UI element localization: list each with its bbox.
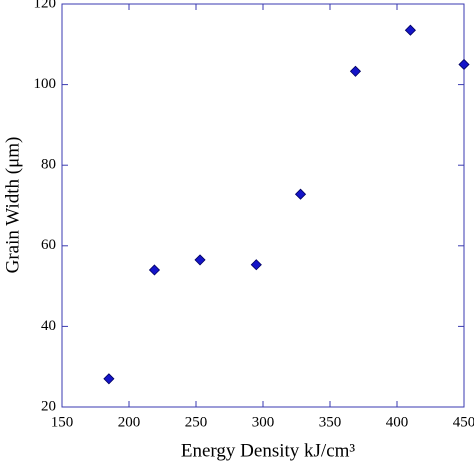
scatter-point [250, 259, 262, 271]
scatter-point [349, 65, 362, 77]
x-tick-label: 300 [252, 414, 275, 430]
y-tick-label: 100 [34, 76, 57, 92]
x-tick-label: 400 [386, 414, 409, 430]
scatter-point [294, 188, 307, 200]
scatter-point [458, 58, 470, 71]
y-tick-label: 80 [41, 157, 56, 173]
x-tick-label: 250 [185, 414, 208, 430]
y-tick-label: 60 [41, 237, 56, 253]
scatter-point [404, 24, 416, 36]
scatter-point [148, 264, 161, 276]
x-tick-label: 350 [319, 414, 342, 430]
y-tick-label: 20 [41, 398, 56, 414]
scatter-point [103, 373, 115, 385]
y-tick-label: 40 [41, 318, 56, 334]
y-tick-label: 120 [34, 0, 57, 11]
scatter-point [194, 254, 206, 266]
x-tick-label: 150 [51, 414, 74, 430]
x-axis-label: Energy Density kJ/cm³ [181, 440, 356, 461]
x-tick-label: 450 [453, 414, 474, 430]
y-axis-label: Grain Width (μm) [2, 137, 23, 274]
x-tick-label: 200 [118, 414, 141, 430]
plot-frame [61, 3, 465, 408]
